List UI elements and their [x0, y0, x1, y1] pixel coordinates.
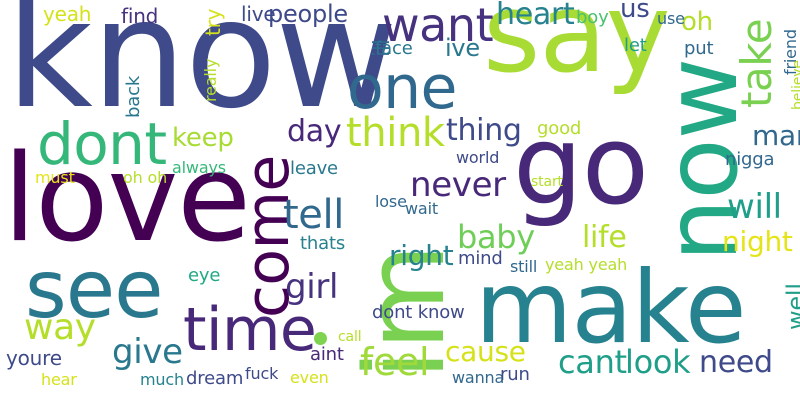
word-night: night — [722, 225, 793, 258]
word-make: make — [475, 249, 747, 366]
word-way: way — [24, 307, 96, 348]
word-oh: oh — [681, 7, 713, 37]
word-go: go — [513, 101, 649, 229]
word-wait: wait — [405, 199, 438, 218]
word-ive: ive — [445, 34, 480, 62]
word-live: live — [241, 2, 276, 26]
word-day: day — [287, 114, 342, 149]
word-wanna: wanna — [452, 368, 505, 387]
word-girl: girl — [285, 267, 339, 307]
word-yeah-yeah: yeah yeah — [545, 255, 628, 274]
word-yeah: yeah — [43, 2, 92, 26]
word-mind: mind — [458, 248, 503, 269]
word-take: take — [732, 18, 781, 108]
word-people: people — [268, 0, 348, 28]
word-eye: eye — [188, 265, 221, 286]
word-one: one — [347, 53, 457, 123]
word-nigga: nigga — [725, 149, 775, 170]
word-fuck: fuck — [245, 364, 279, 383]
word-well: well — [782, 283, 800, 330]
word-still: still — [510, 257, 538, 276]
word-will: will — [727, 187, 782, 227]
word-us: us — [620, 0, 650, 24]
word-even: even — [290, 368, 329, 387]
word-put: put — [684, 38, 714, 59]
word-dont: dont — [37, 110, 167, 178]
word-leave: leave — [290, 158, 338, 179]
word-life: life — [582, 220, 627, 255]
word-dont-know: dont know — [372, 302, 465, 323]
word-look: look — [625, 343, 691, 381]
word-always: always — [172, 158, 226, 177]
word-give: give — [112, 332, 183, 372]
word-back: back — [123, 75, 144, 118]
word-find: find — [121, 4, 159, 28]
word-tell: tell — [283, 192, 344, 238]
word-time: time — [183, 295, 317, 365]
word-run: run — [500, 364, 530, 385]
word-lose: lose — [375, 192, 407, 211]
word-think: think — [346, 110, 445, 156]
word-see: see — [25, 243, 164, 336]
word-good: good — [537, 118, 582, 139]
word-cause: cause — [445, 335, 526, 368]
word-never: never — [410, 165, 506, 205]
word-know: know — [6, 0, 398, 142]
word-aint: aint — [310, 344, 344, 365]
word-boy: boy — [576, 7, 609, 28]
word-man: man — [752, 119, 800, 152]
word-let: let — [624, 35, 647, 56]
word-really: really — [201, 58, 220, 102]
word-dream: dream — [186, 368, 244, 389]
word-use: use — [657, 9, 685, 28]
word-baby: baby — [457, 218, 535, 256]
word-face: face — [375, 38, 413, 59]
word-keep: keep — [172, 123, 234, 153]
word-call: call — [338, 329, 362, 345]
dot-mark — [314, 332, 327, 345]
word-try: try — [201, 8, 225, 36]
word-thing: thing — [446, 113, 522, 148]
word-world: world — [456, 148, 500, 167]
word-youre: youre — [6, 346, 62, 370]
word-much: much — [140, 370, 185, 389]
word-love: love — [3, 130, 251, 269]
word-feel: feel — [360, 340, 430, 384]
word-want: want — [382, 0, 494, 52]
word-start: start — [531, 174, 563, 190]
word-cant: cant — [558, 343, 627, 381]
word-say: say — [483, 0, 671, 97]
word-must: must — [35, 168, 75, 187]
word-need: need — [699, 345, 773, 380]
word-right: right — [389, 239, 454, 272]
word-heart: heart — [496, 0, 575, 32]
word-thats: thats — [300, 233, 346, 254]
word-hear: hear — [41, 370, 77, 389]
word-believe: believe — [790, 60, 800, 110]
word-oh-oh: oh oh — [123, 168, 168, 187]
